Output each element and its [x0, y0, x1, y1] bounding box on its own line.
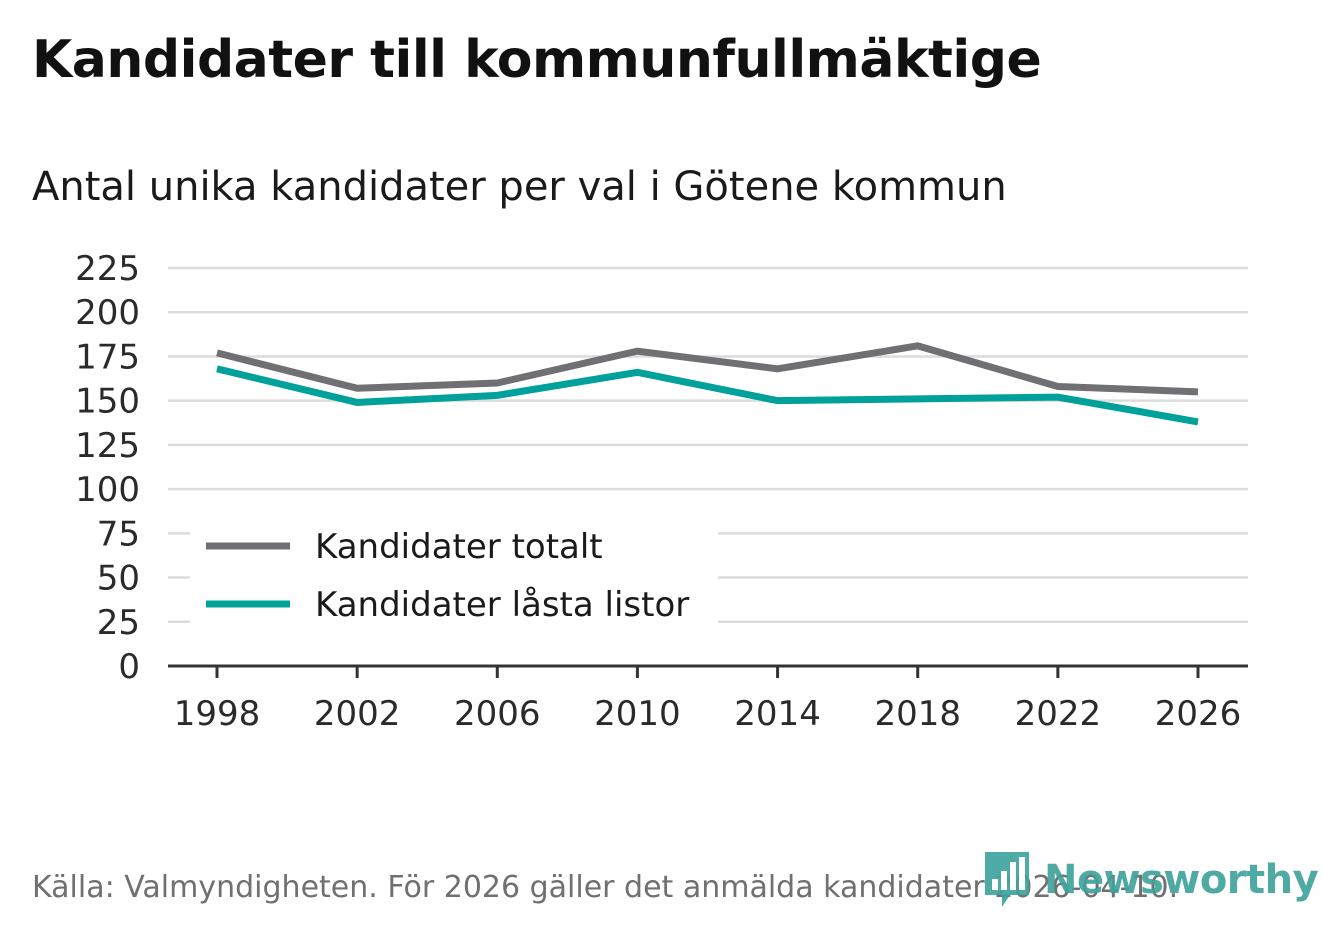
x-tick-label: 2022 [1015, 694, 1102, 734]
logo-text: Newsworthy [1044, 857, 1319, 903]
y-tick-label: 50 [97, 559, 140, 599]
legend: Kandidater totalt Kandidater låsta listor [190, 515, 718, 627]
y-tick-label: 150 [75, 382, 140, 422]
newsworthy-logo: Newsworthy [982, 848, 1319, 912]
y-tick-label: 100 [75, 470, 140, 510]
series-lines [216, 342, 1199, 426]
y-tick-label: 0 [118, 647, 140, 687]
x-tick-label: 2018 [874, 694, 961, 734]
x-axis-ticks: 1998 2002 2006 2010 2014 2018 2022 2026 [174, 666, 1242, 734]
bar-chart-speech-bubble-icon [985, 852, 1029, 907]
chart-title: Kandidater till kommunfullmäktige [32, 30, 1042, 90]
x-tick-label: 2010 [594, 694, 681, 734]
y-tick-label: 25 [97, 603, 140, 643]
legend-background [190, 515, 718, 627]
x-tick-label: 2014 [734, 694, 821, 734]
chart-subtitle: Antal unika kandidater per val i Götene … [32, 164, 1007, 210]
y-tick-label: 75 [97, 514, 140, 554]
legend-label-1: Kandidater låsta listor [315, 585, 689, 625]
series-line-0 [216, 342, 1199, 396]
legend-label-0: Kandidater totalt [315, 527, 603, 567]
y-tick-label: 225 [75, 249, 140, 289]
y-tick-label: 200 [75, 293, 140, 333]
series-line-1 [216, 365, 1199, 426]
x-tick-label: 2026 [1155, 694, 1242, 734]
y-tick-label: 175 [75, 337, 140, 377]
x-tick-label: 2006 [454, 694, 541, 734]
y-tick-label: 125 [75, 426, 140, 466]
x-tick-label: 2002 [314, 694, 401, 734]
x-tick-label: 1998 [174, 694, 261, 734]
